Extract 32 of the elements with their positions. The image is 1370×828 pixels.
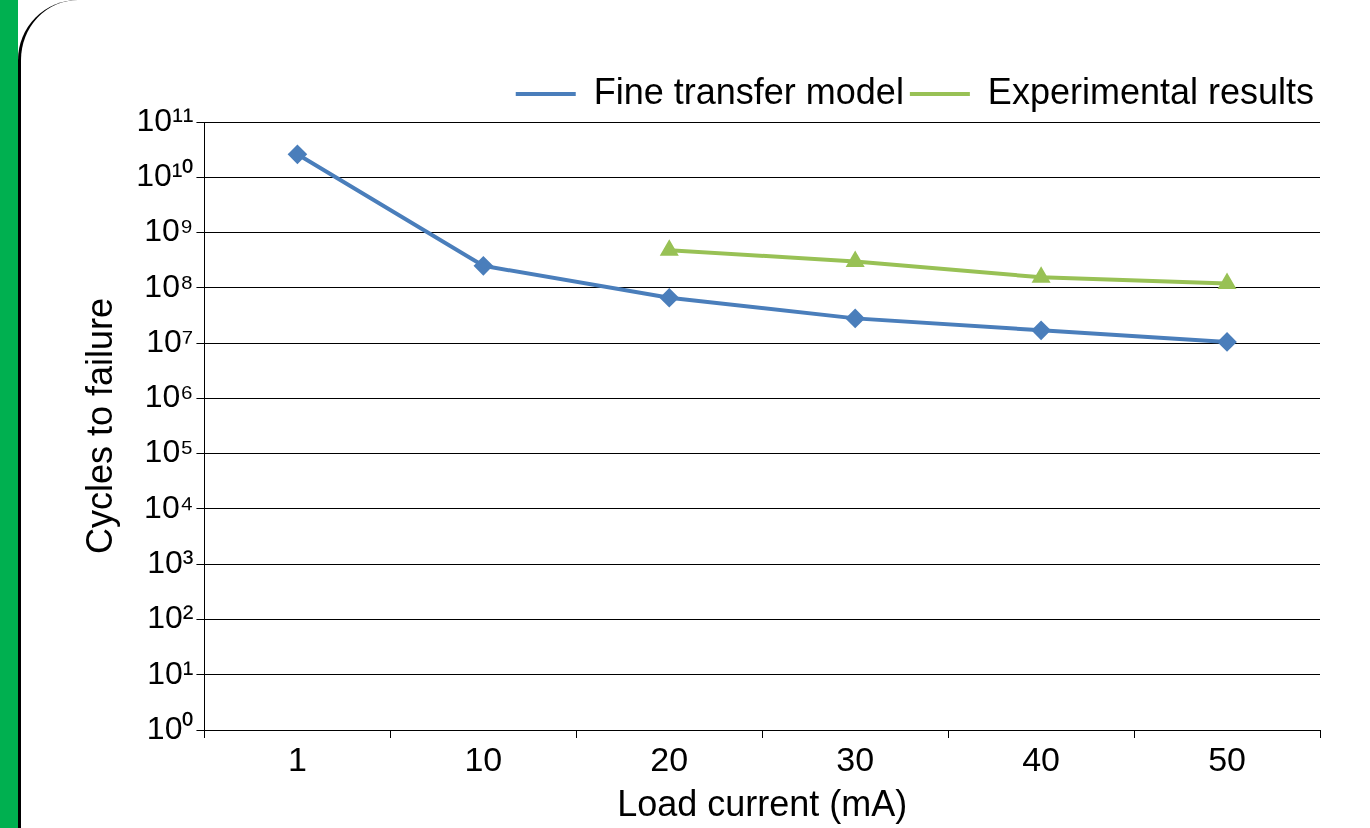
point	[288, 145, 307, 164]
y-tick-label: 10¹¹	[136, 101, 194, 138]
x-tick-label: 1	[287, 739, 307, 778]
y-tick-label: 10¹⁰	[136, 157, 194, 194]
y-tick-label: 10⁹	[144, 212, 194, 249]
y-tick-label: 10⁵	[144, 433, 194, 470]
y-tick-label: 10⁶	[144, 378, 194, 415]
point	[1218, 332, 1237, 351]
x-tick-label: 30	[836, 739, 875, 778]
y-tick-label: 10⁴	[144, 488, 194, 525]
point	[1218, 274, 1236, 289]
point	[660, 288, 679, 307]
legend-label: Fine transfer model	[593, 70, 904, 112]
y-tick-label: 10⁸	[144, 267, 194, 304]
point	[1033, 268, 1050, 283]
x-tick-label: 10	[464, 739, 503, 778]
point	[661, 241, 678, 256]
x-axis-title: Load current (mA)	[617, 783, 908, 825]
y-tick-label: 10²	[147, 599, 194, 636]
point	[474, 256, 493, 275]
x-tick-label: 20	[650, 739, 689, 778]
point	[847, 252, 864, 267]
y-tick-label: 10³	[147, 544, 194, 581]
y-axis-title: Cycles to failure	[78, 297, 120, 555]
point	[1032, 321, 1051, 340]
y-tick-label: 10¹	[147, 654, 194, 691]
y-tick-label: 10⁷	[146, 322, 194, 359]
point	[846, 309, 865, 328]
x-tick-label: 40	[1022, 739, 1061, 778]
legend-label: Experimental results	[987, 70, 1315, 112]
x-tick-label: 50	[1208, 739, 1246, 778]
y-tick-label: 10⁰	[146, 709, 194, 746]
